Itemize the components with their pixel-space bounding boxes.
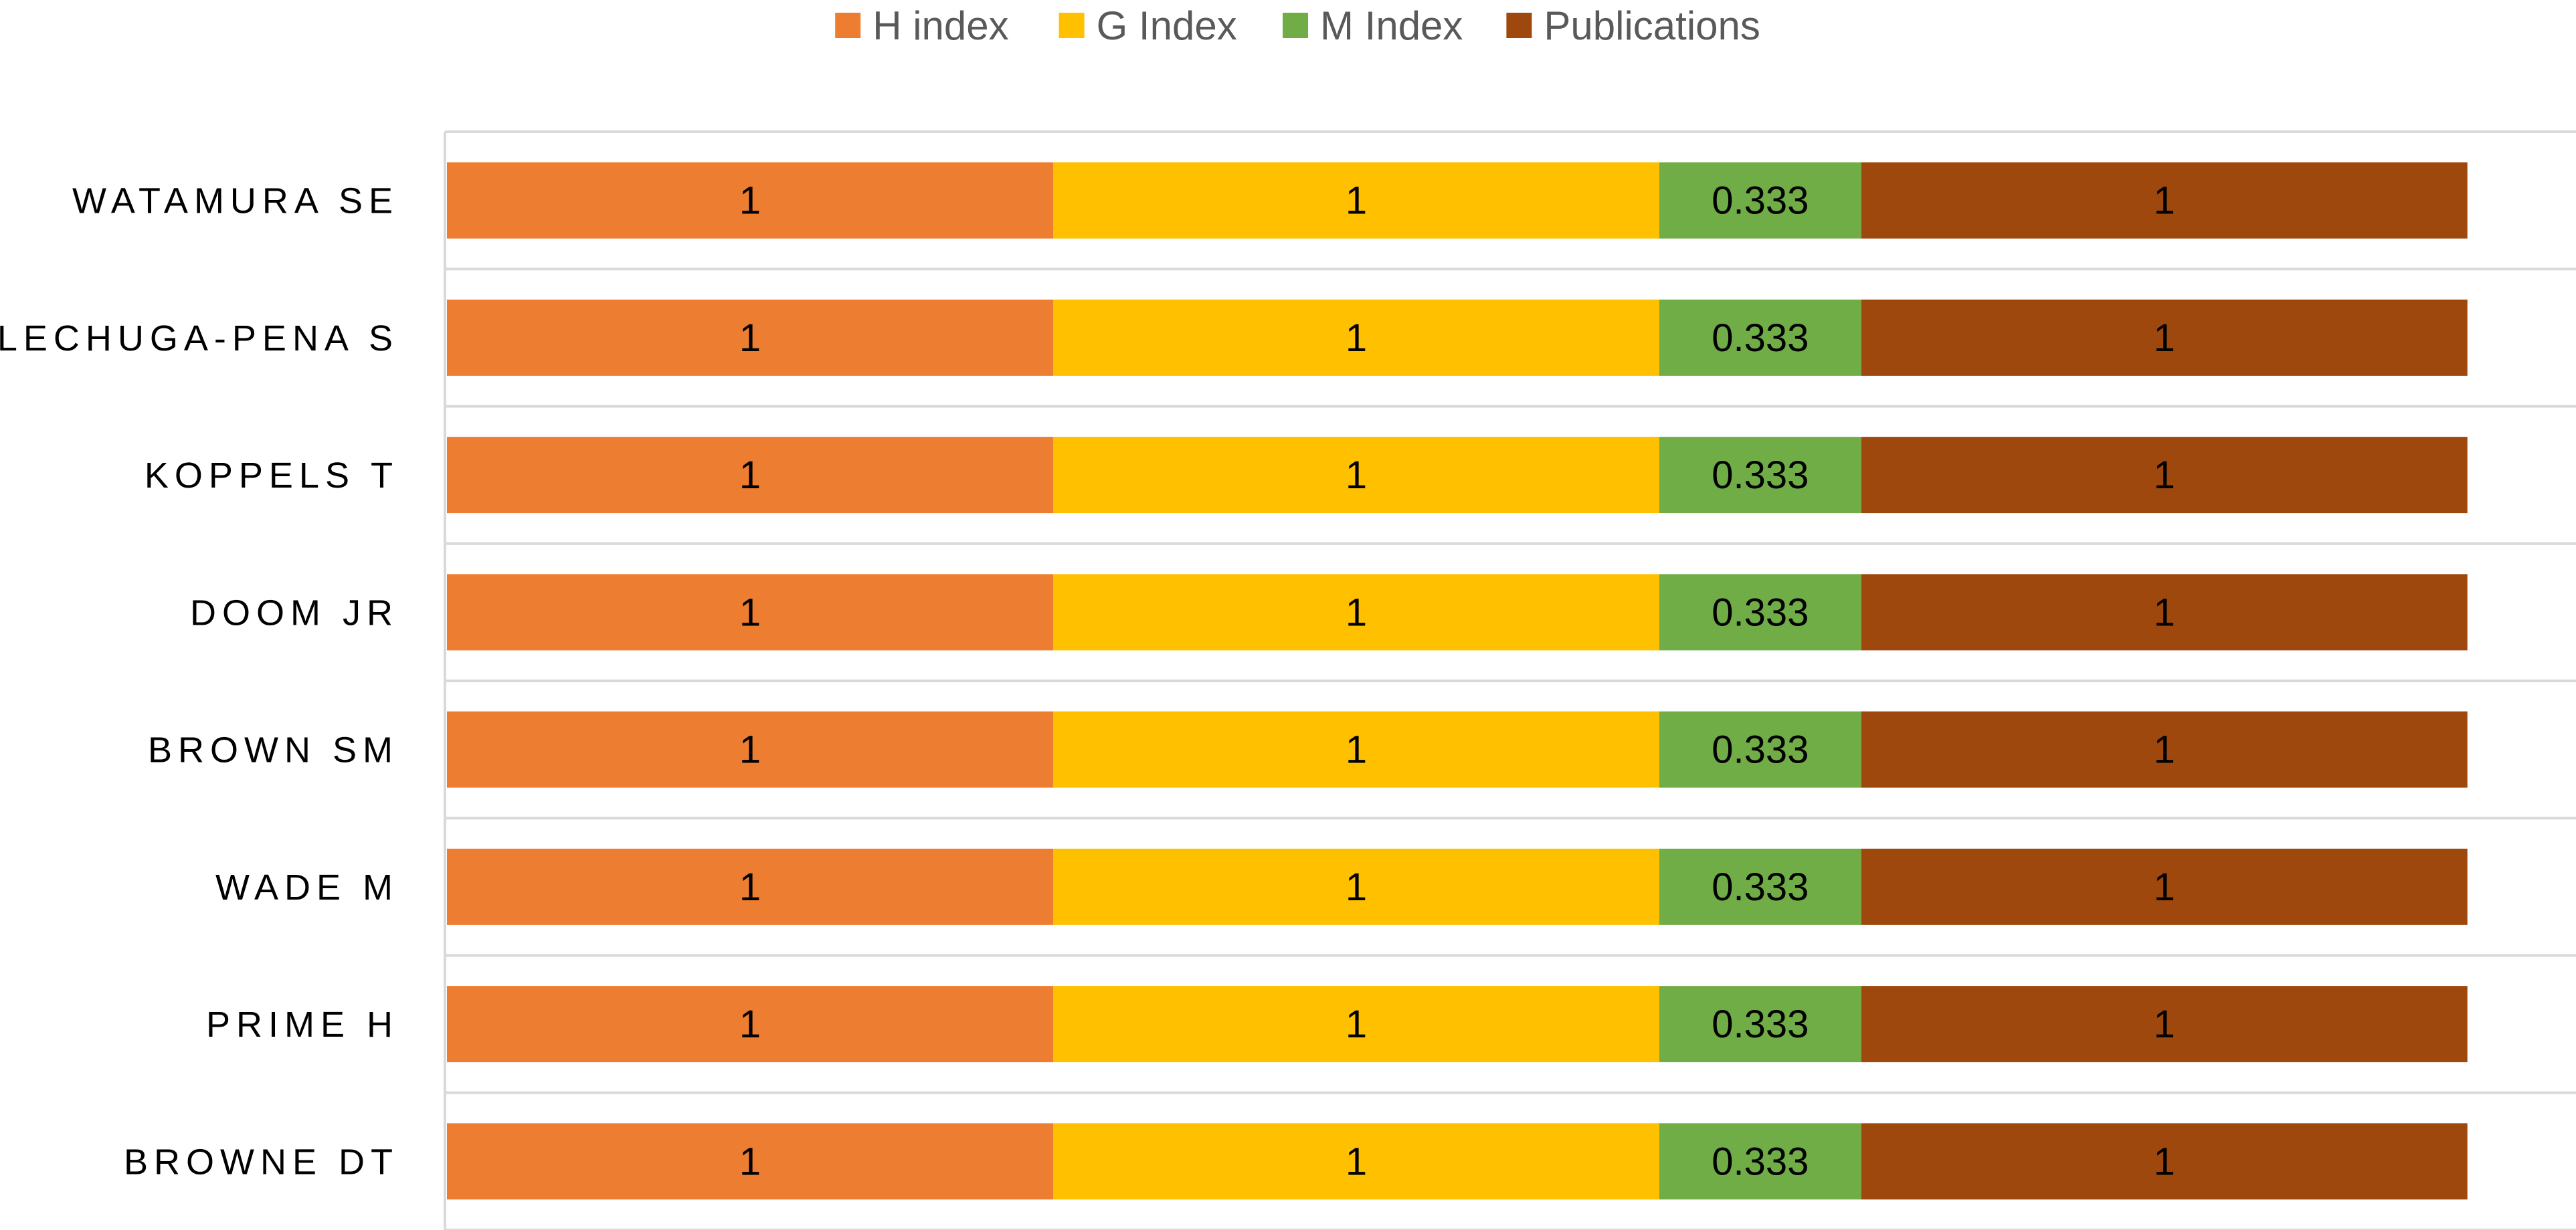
legend-item-g-index: G Index	[1059, 3, 1237, 48]
data-label-g-index: 1	[1346, 591, 1367, 634]
bar-g-index-brown-sm	[1053, 711, 1659, 788]
category-label: WATAMURA SE	[72, 181, 399, 221]
data-label-g-index: 1	[1346, 316, 1367, 360]
data-label-g-index: 1	[1346, 453, 1367, 497]
data-label-g-index: 1	[1346, 865, 1367, 909]
data-label-m-index: 0.333	[1712, 591, 1809, 634]
legend-swatch	[1506, 13, 1532, 38]
bar-g-index-browne-dt	[1053, 1123, 1659, 1200]
data-label-m-index: 0.333	[1712, 865, 1809, 909]
data-label-publications: 1	[2154, 1140, 2175, 1183]
bar-g-index-wade-m	[1053, 848, 1659, 925]
legend: H index G Index M Index Publications	[835, 3, 1760, 48]
legend-item-publications: Publications	[1506, 3, 1760, 48]
legend-swatch	[1283, 13, 1308, 38]
bar-m-index-prime-h	[1659, 986, 1861, 1063]
data-label-m-index: 0.333	[1712, 179, 1809, 223]
data-label-h-index: 1	[739, 1003, 761, 1046]
category-label: KOPPELS T	[145, 455, 399, 496]
data-label-h-index: 1	[739, 728, 761, 772]
data-label-publications: 1	[2154, 1003, 2175, 1046]
data-label-g-index: 1	[1346, 1003, 1367, 1046]
bar-m-index-browne-dt	[1659, 1123, 1861, 1200]
data-label-h-index: 1	[739, 1140, 761, 1183]
legend-label: H index	[872, 3, 1008, 48]
bar-publications-prime-h	[1861, 986, 2468, 1063]
data-label-m-index: 0.333	[1712, 728, 1809, 772]
bar-h-index-wade-m	[447, 848, 1053, 925]
bar-g-index-lechuga-pena-s	[1053, 299, 1659, 376]
category-label: LECHUGA-PENA S	[0, 318, 399, 358]
bar-publications-brown-sm	[1861, 711, 2468, 788]
category-label: BROWNE DT	[124, 1142, 399, 1182]
legend-label: Publications	[1544, 3, 1760, 48]
legend-swatch	[1059, 13, 1085, 38]
category-label: PRIME H	[206, 1005, 399, 1045]
bar-m-index-wade-m	[1659, 848, 1861, 925]
data-label-g-index: 1	[1346, 728, 1367, 772]
bar-m-index-lechuga-pena-s	[1659, 299, 1861, 376]
bar-publications-browne-dt	[1861, 1123, 2468, 1200]
bar-h-index-prime-h	[447, 986, 1053, 1063]
bar-h-index-lechuga-pena-s	[447, 299, 1053, 376]
legend-label: M Index	[1320, 3, 1463, 48]
bar-g-index-koppels-t	[1053, 437, 1659, 514]
data-label-publications: 1	[2154, 453, 2175, 497]
legend-item-m-index: M Index	[1283, 3, 1463, 48]
bar-publications-wade-m	[1861, 848, 2468, 925]
data-label-publications: 1	[2154, 179, 2175, 223]
bar-h-index-doom-jr	[447, 574, 1053, 651]
legend-item-h-index: H index	[835, 3, 1009, 48]
bar-h-index-browne-dt	[447, 1123, 1053, 1200]
category-label: WADE M	[215, 867, 399, 908]
data-label-h-index: 1	[739, 179, 761, 223]
bar-publications-koppels-t	[1861, 437, 2468, 514]
bar-h-index-watamura-se	[447, 162, 1053, 239]
data-label-m-index: 0.333	[1712, 1140, 1809, 1183]
data-label-h-index: 1	[739, 316, 761, 360]
data-label-publications: 1	[2154, 728, 2175, 772]
category-label: BROWN SM	[148, 730, 399, 771]
bar-h-index-brown-sm	[447, 711, 1053, 788]
bar-publications-doom-jr	[1861, 574, 2468, 651]
data-label-m-index: 0.333	[1712, 316, 1809, 360]
data-label-m-index: 0.333	[1712, 453, 1809, 497]
category-label: DOOM JR	[190, 593, 399, 633]
data-label-publications: 1	[2154, 591, 2175, 634]
bar-g-index-watamura-se	[1053, 162, 1659, 239]
bar-m-index-brown-sm	[1659, 711, 1861, 788]
data-label-g-index: 1	[1346, 179, 1367, 223]
bar-g-index-prime-h	[1053, 986, 1659, 1063]
bar-g-index-doom-jr	[1053, 574, 1659, 651]
data-label-m-index: 0.333	[1712, 1003, 1809, 1046]
plot-area: 1 1 0.333 1 WATAMURA SE 1 1 0.333 1 LECHUGA-PENA …	[0, 130, 2576, 1230]
legend-label: G Index	[1097, 3, 1237, 48]
data-label-publications: 1	[2154, 865, 2175, 909]
bar-m-index-watamura-se	[1659, 162, 1861, 239]
bar-publications-watamura-se	[1861, 162, 2468, 239]
bar-m-index-koppels-t	[1659, 437, 1861, 514]
data-label-h-index: 1	[739, 453, 761, 497]
bar-publications-lechuga-pena-s	[1861, 299, 2468, 376]
legend-swatch	[835, 13, 861, 38]
data-label-h-index: 1	[739, 591, 761, 634]
data-label-h-index: 1	[739, 865, 761, 909]
bar-m-index-doom-jr	[1659, 574, 1861, 651]
data-label-publications: 1	[2154, 316, 2175, 360]
bar-h-index-koppels-t	[447, 437, 1053, 514]
data-label-g-index: 1	[1346, 1140, 1367, 1183]
